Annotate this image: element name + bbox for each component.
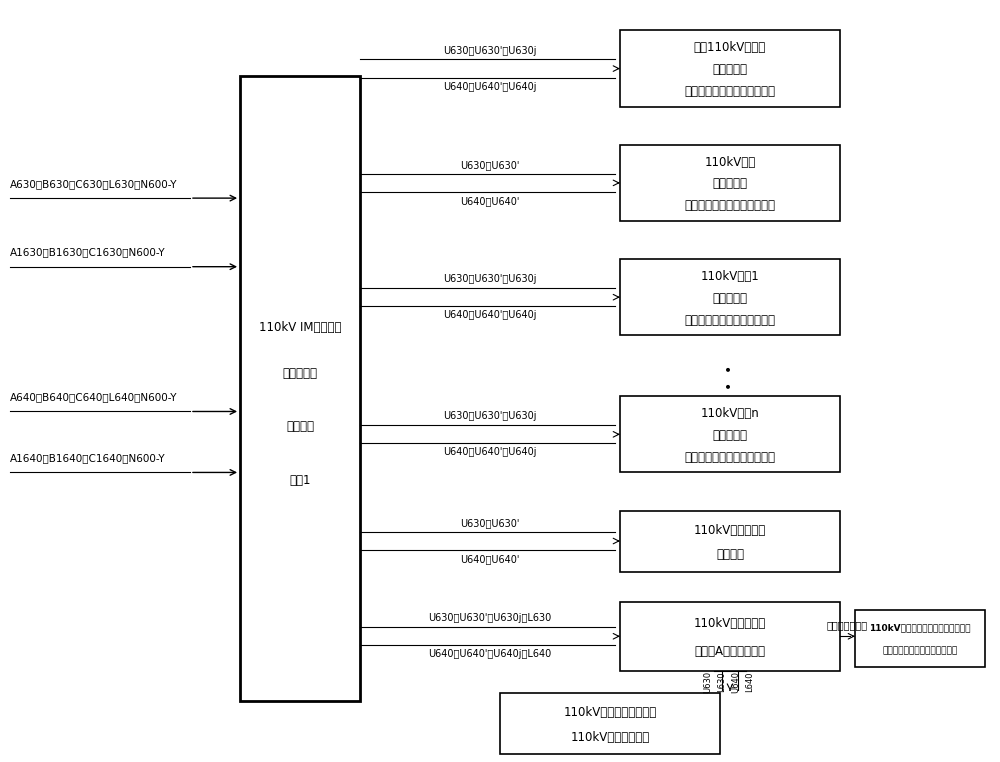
- Text: L640: L640: [746, 672, 755, 692]
- Text: 110kV母线保护柜: 110kV母线保护柜: [694, 617, 766, 630]
- Text: U630、U630'、U630j、L630: U630、U630'、U630j、L630: [428, 613, 552, 623]
- Text: 智能控制柜: 智能控制柜: [712, 178, 748, 190]
- Text: 110kV母联: 110kV母联: [704, 155, 756, 168]
- Text: 智能终端合并单元一体化装置: 智能终端合并单元一体化装置: [684, 199, 776, 213]
- Text: 智能终端合并单元一体化装置: 智能终端合并单元一体化装置: [684, 313, 776, 327]
- Text: L630: L630: [718, 671, 726, 693]
- Text: 母线保护: 母线保护: [716, 548, 744, 561]
- Text: U640、U640'、U640j: U640、U640'、U640j: [443, 447, 537, 457]
- Text: 110kV线路n: 110kV线路n: [701, 407, 759, 420]
- Text: A640、B640、C640、L640、N600-Y: A640、B640、C640、L640、N600-Y: [10, 392, 178, 402]
- Text: 装置1: 装置1: [289, 473, 311, 487]
- Text: U640、U640'、U640j: U640、U640'、U640j: [443, 310, 537, 320]
- Text: U630: U630: [704, 671, 712, 693]
- Text: 110kV故障录波及网络分析一体化柜: 110kV故障录波及网络分析一体化柜: [869, 623, 971, 632]
- Text: A1630、B1630、C1630、N600-Y: A1630、B1630、C1630、N600-Y: [10, 248, 166, 258]
- FancyBboxPatch shape: [855, 610, 985, 667]
- Text: A1640、B1640、C1640、N600-Y: A1640、B1640、C1640、N600-Y: [10, 453, 166, 463]
- FancyBboxPatch shape: [500, 693, 720, 754]
- Text: U630、U630'、U630j: U630、U630'、U630j: [443, 46, 537, 56]
- Text: 智能控制柜: 智能控制柜: [712, 292, 748, 305]
- FancyBboxPatch shape: [620, 145, 840, 221]
- Text: 110kV母线保护柜: 110kV母线保护柜: [694, 523, 766, 536]
- Text: •  •: • •: [723, 364, 737, 390]
- Text: U630、U630'、U630j: U630、U630'、U630j: [443, 274, 537, 284]
- Text: 智能控制柜: 智能控制柜: [712, 63, 748, 76]
- Text: 110kV线路1: 110kV线路1: [701, 270, 759, 283]
- Text: U630、U630'、U630j: U630、U630'、U630j: [443, 411, 537, 421]
- FancyBboxPatch shape: [240, 76, 360, 701]
- Text: （全部采样值）: （全部采样值）: [827, 620, 868, 630]
- Text: 智能控制柜: 智能控制柜: [283, 367, 318, 380]
- Text: U640、U640': U640、U640': [460, 554, 520, 564]
- FancyBboxPatch shape: [620, 511, 840, 572]
- Text: 110kV公用测控装置: 110kV公用测控装置: [570, 731, 650, 744]
- Text: 合并单元: 合并单元: [286, 420, 314, 434]
- FancyBboxPatch shape: [620, 602, 840, 671]
- Text: U640、U640'、U640j: U640、U640'、U640j: [443, 82, 537, 91]
- Text: 智能终端合并单元一体化装置: 智能终端合并单元一体化装置: [684, 450, 776, 464]
- Text: U630、U630': U630、U630': [460, 518, 520, 528]
- FancyBboxPatch shape: [620, 259, 840, 335]
- Text: 过程层A网中心交换机: 过程层A网中心交换机: [694, 645, 766, 658]
- FancyBboxPatch shape: [620, 396, 840, 472]
- Text: 智能控制柜: 智能控制柜: [712, 429, 748, 442]
- Text: 主变110kV侧进线: 主变110kV侧进线: [694, 41, 766, 54]
- FancyBboxPatch shape: [620, 30, 840, 107]
- Text: A630、B630、C630、L630、N600-Y: A630、B630、C630、L630、N600-Y: [10, 179, 178, 189]
- Text: U640: U640: [732, 671, 740, 693]
- Text: U640、U640'、U640j、L640: U640、U640'、U640j、L640: [428, 649, 552, 659]
- Text: 110kV IM母线设备: 110kV IM母线设备: [259, 321, 341, 335]
- Text: 智能终端合并单元一体化装置: 智能终端合并单元一体化装置: [684, 85, 776, 98]
- Text: U630、U630': U630、U630': [460, 160, 520, 170]
- Text: 110kV公用测控及网络柜: 110kV公用测控及网络柜: [563, 706, 657, 719]
- Text: U640、U640': U640、U640': [460, 196, 520, 206]
- Text: 故障录波及网络分析一体化装置: 故障录波及网络分析一体化装置: [882, 646, 958, 655]
